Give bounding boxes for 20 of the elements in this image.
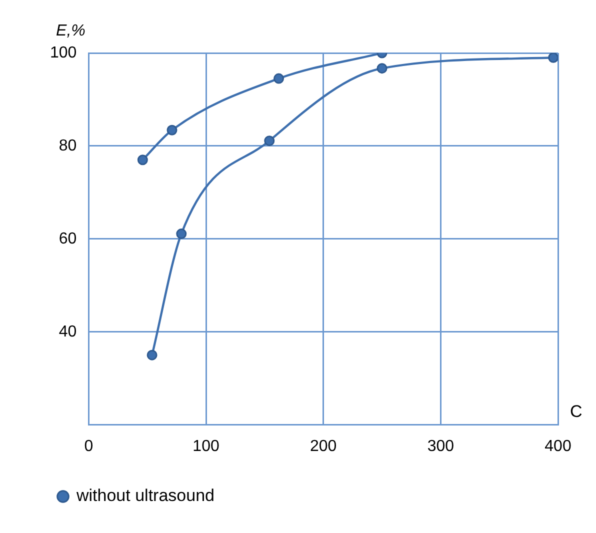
legend-label: without ultrasound — [76, 486, 214, 506]
point — [548, 53, 558, 63]
x-tick-label: 300 — [427, 438, 454, 455]
point — [146, 350, 158, 360]
point — [166, 124, 178, 136]
x-axis-title: C — [570, 402, 582, 421]
y-tick-label: 100 — [50, 44, 77, 62]
point — [176, 228, 187, 240]
y-tick-label: 40 — [58, 323, 77, 340]
y-tick-label: 80 — [58, 137, 77, 154]
x-tick-label: 400 — [544, 438, 572, 455]
point — [274, 73, 284, 84]
y-axis-title: E,% — [56, 22, 86, 40]
point — [137, 154, 148, 166]
point — [264, 136, 275, 146]
x-tick-label: 0 — [84, 438, 94, 455]
point — [376, 63, 388, 74]
x-tick-label: 200 — [310, 438, 337, 455]
x-tick-label: 100 — [192, 438, 220, 455]
y-tick-label: 60 — [58, 230, 77, 248]
